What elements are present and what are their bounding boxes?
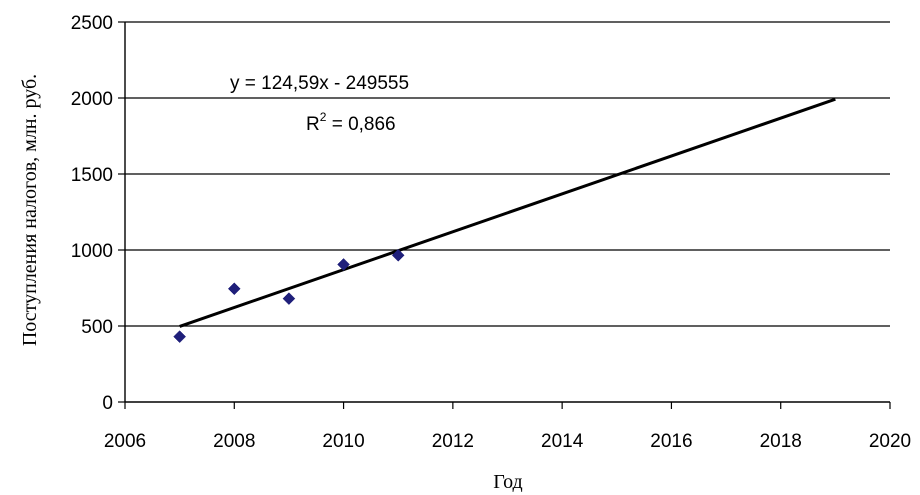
data-point: [337, 258, 350, 271]
tick-labels: 0 500 1000 1500 2000 2500 2006 2008 2010 2012 2014…: [71, 13, 911, 452]
y-tick-label: 0: [102, 393, 113, 414]
x-tick-label: 2010: [322, 431, 364, 452]
data-points: [173, 248, 405, 343]
x-tick-label: 2008: [213, 431, 255, 452]
data-point: [282, 292, 296, 305]
x-tick-label: 2006: [104, 431, 146, 452]
trendline: [179, 97, 836, 328]
y-tick-label: 1000: [71, 241, 113, 262]
trendline-equation: y = 124,59x - 249555: [230, 73, 409, 94]
r-squared-label: R2 = 0,866: [306, 110, 396, 135]
y-tick-label: 500: [81, 317, 113, 338]
x-tick-label: 2016: [650, 431, 692, 452]
y-tick-label: 2500: [71, 13, 113, 34]
axes: [118, 21, 891, 409]
data-point: [227, 282, 241, 296]
x-tick-label: 2014: [541, 431, 584, 452]
data-point: [391, 248, 405, 262]
y-axis-title: Поступления налогов, млн. руб.: [19, 74, 41, 346]
y-tick-label: 2000: [71, 89, 113, 110]
trendline-group: [179, 97, 836, 328]
y-tick-label: 1500: [71, 165, 113, 186]
x-tick-label: 2018: [760, 431, 802, 452]
x-tick-label: 2012: [432, 431, 474, 452]
gridlines: [125, 21, 890, 327]
data-point: [173, 330, 186, 343]
x-tick-label: 2020: [869, 431, 911, 452]
x-axis-title: Год: [493, 471, 522, 493]
